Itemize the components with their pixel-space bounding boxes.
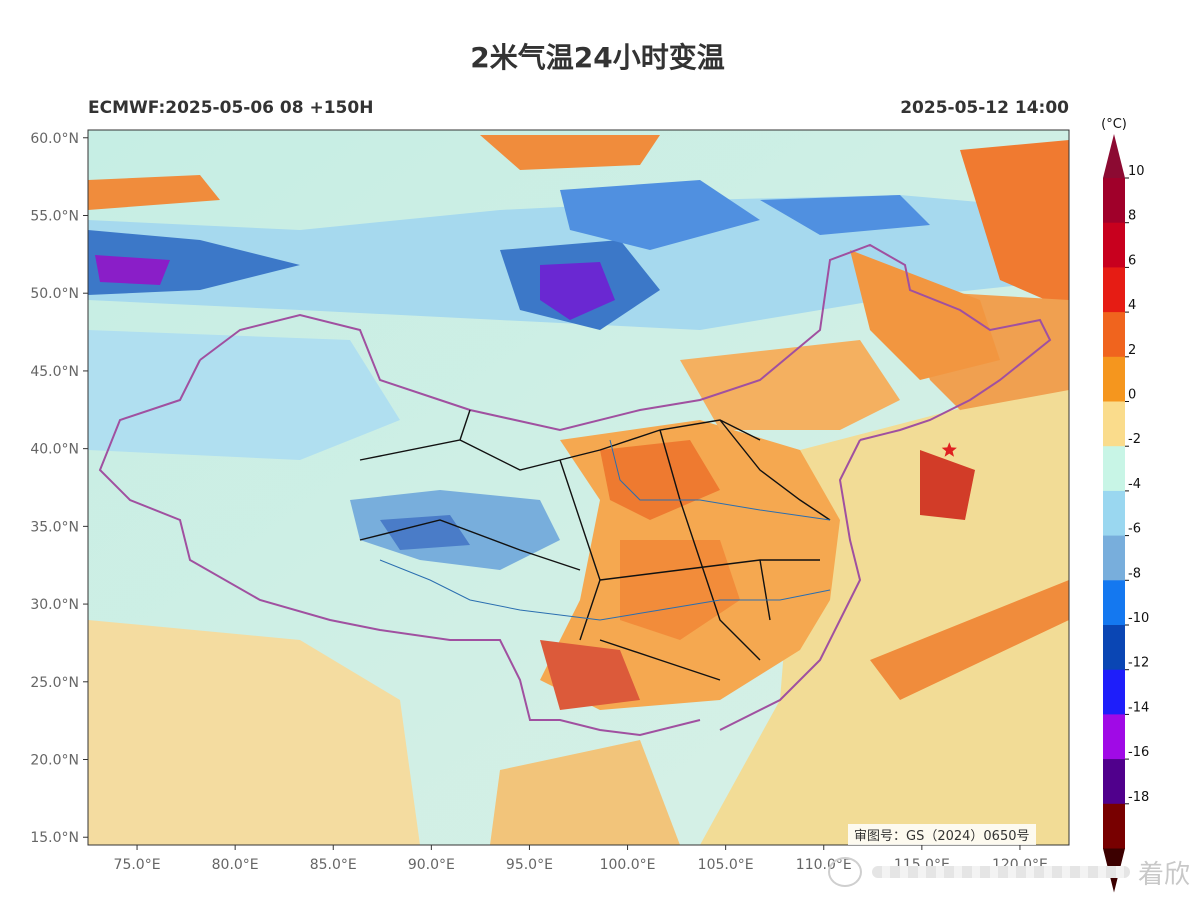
national-boundary-west: [98, 359, 701, 737]
colorbar-top-arrow: [1103, 134, 1125, 178]
national-boundary: [199, 243, 1052, 441]
latitude-ticks: 60.0°N 55.0°N 50.0°N 45.0°N 40.0°N 35.0°N 30.0…: [30, 131, 88, 846]
colorbar-segment: [1103, 401, 1125, 447]
lat-tick-label: 35.0°N: [30, 519, 79, 535]
lat-tick-label: 60.0°N: [30, 131, 79, 147]
colorbar-label: 6: [1128, 253, 1136, 268]
lon-tick-label: 80.0°E: [212, 857, 259, 873]
lat-tick-label: 15.0°N: [30, 830, 79, 846]
lon-tick-label: 75.0°E: [114, 857, 161, 873]
colorbar-segment: [1103, 446, 1125, 492]
colorbar-label: -6: [1128, 522, 1141, 537]
colorbar-label: 2: [1128, 343, 1136, 358]
valid-time-label: 2025-05-12 14:00: [900, 98, 1069, 118]
map-approval-number: 审图号：GS（2024）0650号: [848, 824, 1036, 845]
colorbar-label: 4: [1128, 298, 1136, 313]
star-icon: [941, 442, 957, 457]
colorbar-segment: [1103, 356, 1125, 402]
lon-tick-label: 90.0°E: [408, 857, 455, 873]
colorbar-segment: [1103, 714, 1125, 760]
colorbar-label: -10: [1128, 611, 1149, 626]
colorbar-segment: [1103, 759, 1125, 805]
map-title: 2米气温24小时变温: [470, 41, 725, 74]
colorbar-label: -2: [1128, 432, 1141, 447]
colorbar-label: -18: [1128, 790, 1149, 805]
marker-layer: [941, 442, 957, 457]
colorbar-label: -4: [1128, 477, 1141, 492]
longitude-ticks: 75.0°E 80.0°E 85.0°E 90.0°E 95.0°E 100.0°E 105…: [114, 845, 1048, 873]
watermark: 着欣: [828, 852, 1190, 892]
lon-tick-label: 95.0°E: [506, 857, 553, 873]
colorbar-segment: [1103, 222, 1125, 268]
colorbar-label: 10: [1128, 164, 1145, 179]
colorbar-label: -16: [1128, 745, 1149, 760]
lat-tick-label: 20.0°N: [30, 753, 79, 769]
boundary-lines: [98, 243, 1052, 737]
weibo-logo-icon: [828, 857, 862, 887]
model-run-label: ECMWF:2025-05-06 08 +150H: [88, 98, 374, 118]
colorbar-unit: (°C): [1101, 117, 1127, 132]
colorbar-segment: [1103, 178, 1125, 224]
lon-tick-label: 85.0°E: [310, 857, 357, 873]
colorbar: (°C) 10 8 6 4 2 0 -2 -4 -6 -8 -10 -12 -14 -16 -18: [1101, 117, 1149, 893]
lat-tick-label: 25.0°N: [30, 675, 79, 691]
map-frame: [87, 129, 1070, 846]
lon-tick-label: 105.0°E: [698, 857, 754, 873]
lat-tick-label: 40.0°N: [30, 442, 79, 458]
lat-tick-label: 30.0°N: [30, 597, 79, 613]
colorbar-segment: [1103, 580, 1125, 626]
colorbar-segment: [1103, 535, 1125, 581]
temperature-field: [88, 130, 1069, 845]
colorbar-label: -8: [1128, 566, 1141, 581]
colorbar-label: 8: [1128, 209, 1136, 224]
colorbar-label: -14: [1128, 700, 1149, 715]
colorbar-segment: [1103, 267, 1125, 313]
rivers: [379, 439, 831, 621]
colorbar-segment: [1103, 625, 1125, 671]
watermark-text: 着欣: [1137, 859, 1190, 890]
colorbar-label: -12: [1128, 656, 1149, 671]
colorbar-segment: [1103, 490, 1125, 537]
lat-tick-label: 55.0°N: [30, 208, 79, 224]
lat-tick-label: 45.0°N: [30, 364, 79, 380]
watermark-bar: [872, 866, 1130, 878]
lat-tick-label: 50.0°N: [30, 286, 79, 302]
colorbar-segment: [1103, 312, 1125, 358]
colorbar-segment: [1103, 803, 1125, 849]
colorbar-segment: [1103, 669, 1125, 715]
lon-tick-label: 100.0°E: [600, 857, 656, 873]
colorbar-label: 0: [1128, 388, 1136, 403]
coastline-east: [719, 439, 862, 731]
